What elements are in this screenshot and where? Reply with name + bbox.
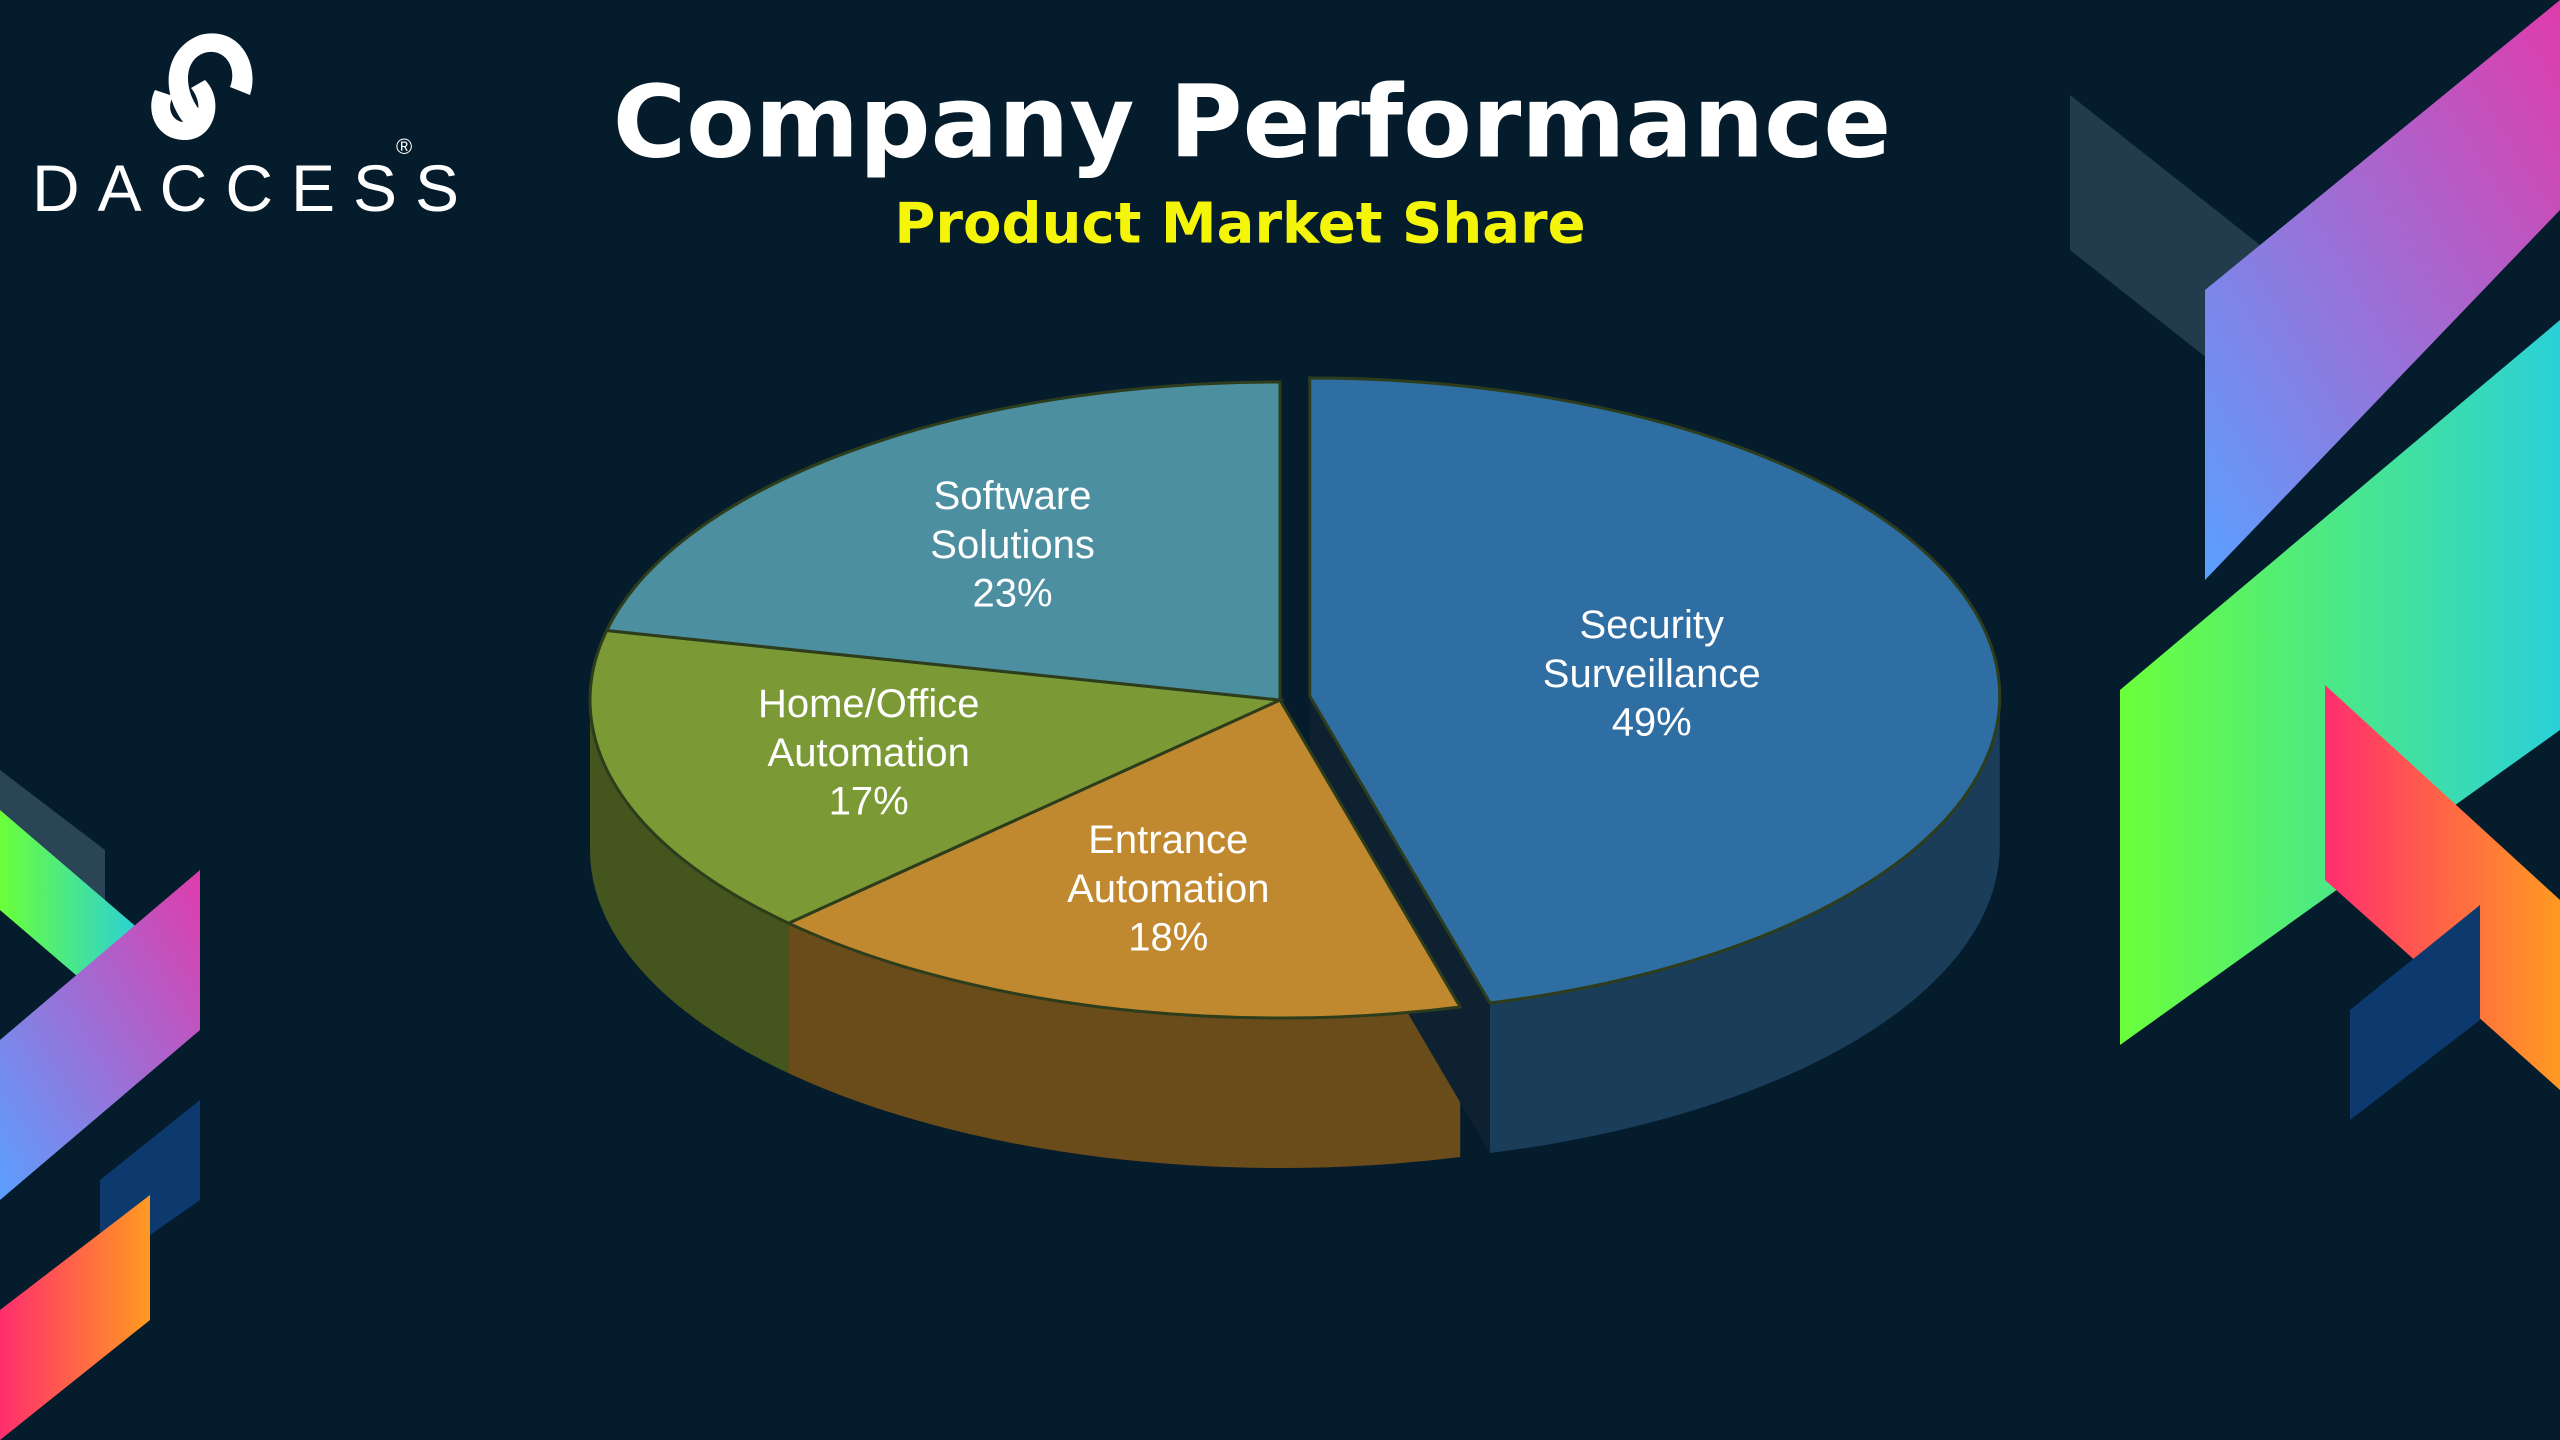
value-label: 17%: [828, 779, 909, 824]
slice-label: Software Solutions: [930, 474, 1095, 568]
slice: [604, 380, 1282, 702]
slice-side: [1489, 696, 2000, 1154]
logo-text: DACCESS: [32, 151, 478, 225]
slice-side: [590, 700, 789, 1074]
chart-title: Company Performance: [612, 63, 1892, 181]
slice: [784, 698, 1463, 1020]
chart-subtitle: Product Market Share: [894, 191, 1586, 257]
logo-mark: ®: [396, 134, 413, 159]
value-label: 18%: [1128, 915, 1209, 960]
slice: [1308, 376, 2002, 1005]
value-label: 49%: [1611, 700, 1692, 745]
value-label: 23%: [972, 571, 1053, 616]
slice-label: Security Surveillance: [1542, 603, 1761, 697]
slice-label: Entrance Automation: [1067, 818, 1270, 912]
slice-side: [788, 923, 1461, 1168]
slice-label: Home/Office Automation: [757, 682, 980, 776]
slice: [588, 628, 1286, 925]
